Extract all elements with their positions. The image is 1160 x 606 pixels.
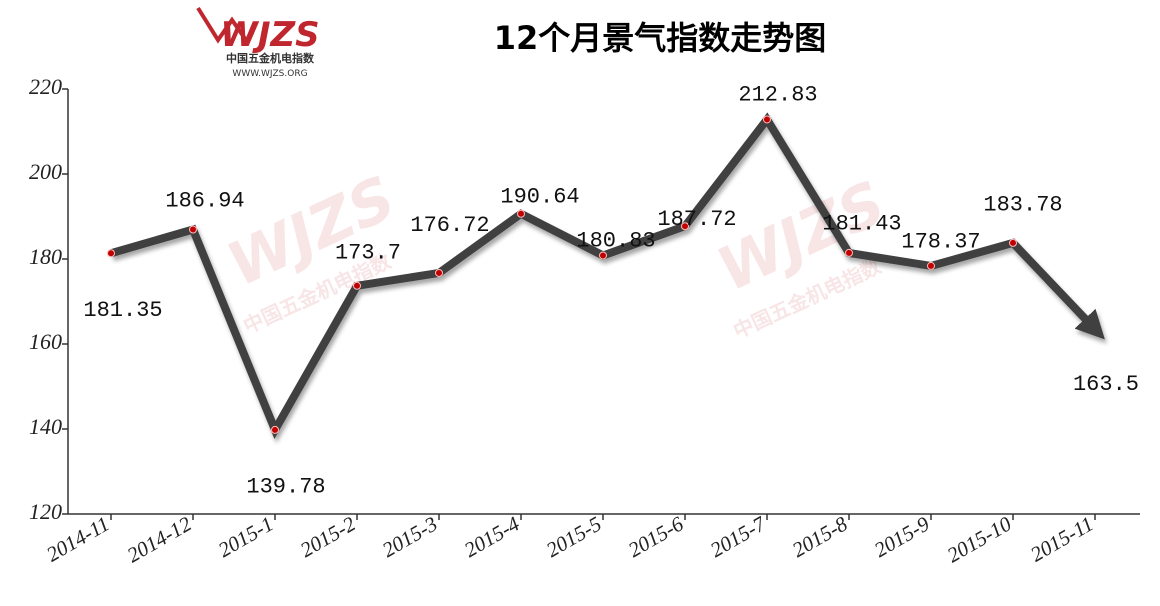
x-tick-label: 2015-11	[1026, 512, 1097, 567]
point	[107, 249, 115, 258]
y-tick-label: 200	[29, 159, 62, 184]
point	[189, 225, 197, 234]
point	[927, 261, 935, 270]
x-tick-label: 2015-4	[460, 511, 524, 562]
value-label: 190.64	[500, 185, 579, 210]
logo-url: WWW.WJZS.ORG	[232, 69, 307, 79]
value-label: 183.78	[983, 193, 1062, 218]
point	[1009, 238, 1017, 247]
x-tick-label: 2015-6	[624, 511, 688, 562]
x-tick-label: 2015-5	[542, 512, 606, 563]
value-label: 180.83	[576, 228, 655, 253]
y-tick-label: 120	[29, 499, 62, 524]
y-tick-label: 180	[29, 244, 62, 269]
point	[599, 251, 607, 260]
value-label: 181.35	[83, 298, 162, 323]
value-label: 181.43	[822, 212, 901, 237]
value-label: 187.72	[657, 207, 736, 232]
y-tick-label: 160	[29, 329, 62, 354]
watermark-mark: WJZS	[707, 168, 895, 305]
logo-mark: WJZS	[220, 15, 319, 55]
x-tick-label: 2015-9	[870, 511, 934, 562]
value-label: 173.7	[335, 241, 401, 266]
x-tick-label: 2015-3	[378, 512, 442, 563]
x-tick-label: 2014-12	[123, 511, 196, 567]
point	[845, 248, 853, 257]
value-label: 212.83	[738, 82, 817, 107]
x-tick-label: 2015-10	[943, 511, 1016, 567]
point	[763, 115, 771, 124]
y-tick-label: 140	[29, 414, 62, 439]
point	[681, 222, 689, 231]
logo: WJZS 中国五金机电指数 WWW.WJZS.ORG	[196, 6, 320, 79]
point	[517, 209, 525, 218]
value-label: 178.37	[901, 230, 980, 255]
x-tick-label: 2015-2	[296, 511, 360, 562]
logo-arrow	[196, 6, 248, 44]
value-label: 163.5	[1073, 372, 1139, 397]
point	[353, 281, 361, 290]
x-tick-label: 2015-7	[706, 511, 771, 562]
point	[271, 425, 279, 434]
point	[435, 268, 443, 277]
value-label: 186.94	[165, 188, 244, 213]
y-tick-label: 220	[29, 74, 62, 99]
value-label: 176.72	[410, 213, 489, 238]
x-tick-label: 2015-8	[788, 511, 852, 562]
x-tick-label: 2015-1	[214, 512, 278, 563]
chart-title: 12个月景气指数走势图	[494, 19, 827, 57]
value-label: 139.78	[246, 475, 325, 500]
logo-name: 中国五金机电指数	[226, 51, 315, 65]
